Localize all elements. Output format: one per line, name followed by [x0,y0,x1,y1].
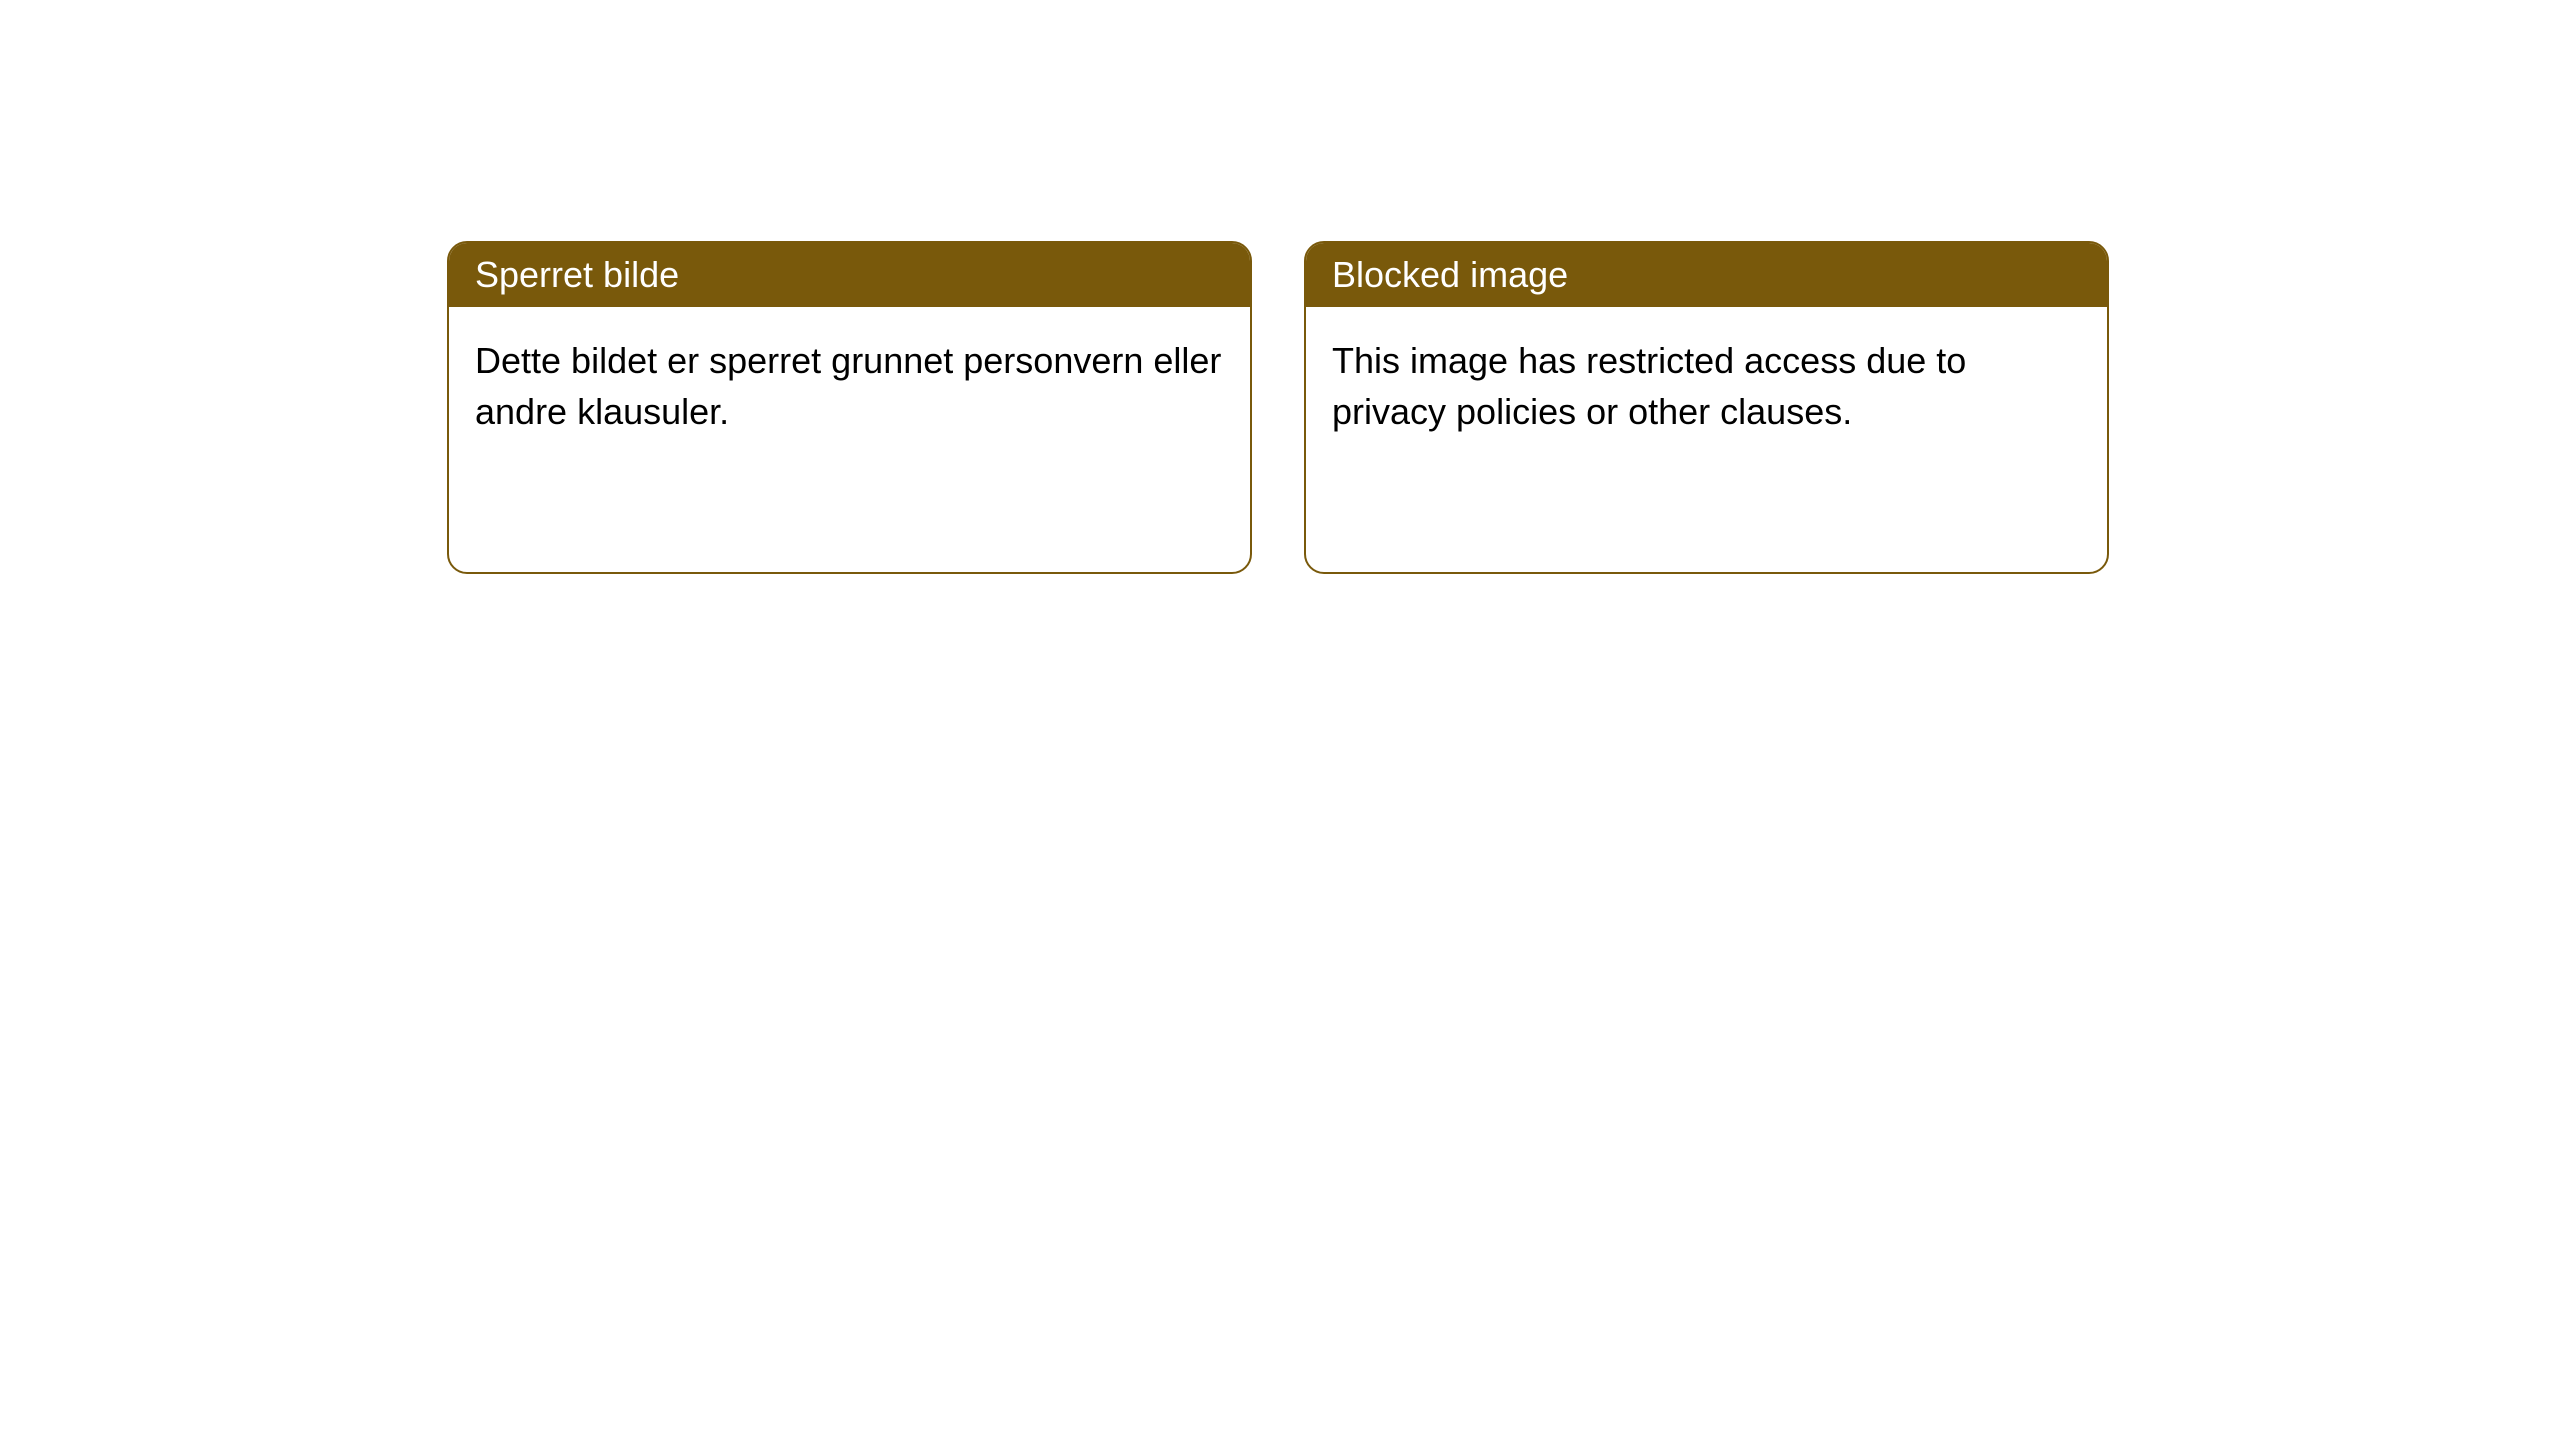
card-title-en: Blocked image [1332,254,1568,295]
card-message-no: Dette bildet er sperret grunnet personve… [475,340,1221,432]
card-body-en: This image has restricted access due to … [1306,307,2107,465]
blocked-image-card-no: Sperret bilde Dette bildet er sperret gr… [447,241,1252,574]
card-header-no: Sperret bilde [449,243,1250,307]
card-header-en: Blocked image [1306,243,2107,307]
blocked-image-card-en: Blocked image This image has restricted … [1304,241,2109,574]
card-body-no: Dette bildet er sperret grunnet personve… [449,307,1250,465]
card-title-no: Sperret bilde [475,254,679,295]
card-message-en: This image has restricted access due to … [1332,340,1966,432]
cards-container: Sperret bilde Dette bildet er sperret gr… [0,0,2560,574]
